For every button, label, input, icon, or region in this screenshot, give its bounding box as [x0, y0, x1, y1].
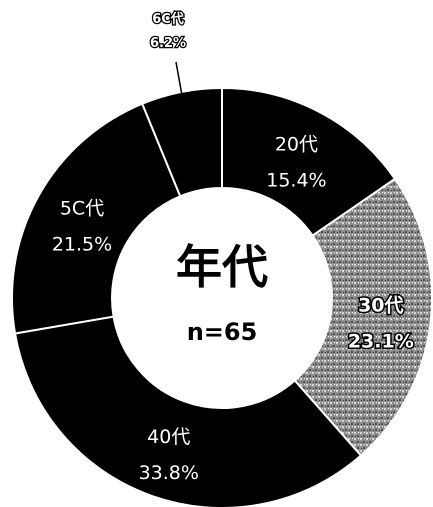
slice-category-label: 6C代	[152, 11, 184, 27]
slice-category-label: 30代	[358, 295, 403, 317]
donut-hole	[112, 188, 332, 408]
slice-value-label: 23.1%	[348, 331, 414, 353]
slice-category-label: 5C代	[60, 197, 104, 219]
leader-line-60代	[175, 61, 183, 95]
leader-layer	[175, 61, 183, 95]
labels-layer: 20代 15.4% 30代 23.1% 40代 33.8% 5C代 21.5% 6C代 6.2%	[52, 10, 415, 484]
slices-layer	[11, 86, 433, 507]
slice-category-label: 40代	[147, 426, 190, 448]
chart-subtitle: n=65	[187, 318, 258, 346]
slice-value-label: 6.2%	[150, 36, 186, 51]
slice-category-label: 20代	[275, 133, 318, 155]
chart-title: 年代	[176, 240, 268, 294]
slice-value-label: 15.4%	[266, 169, 326, 191]
slice-value-label: 33.8%	[139, 462, 199, 484]
slice-value-label: 21.5%	[52, 233, 112, 255]
